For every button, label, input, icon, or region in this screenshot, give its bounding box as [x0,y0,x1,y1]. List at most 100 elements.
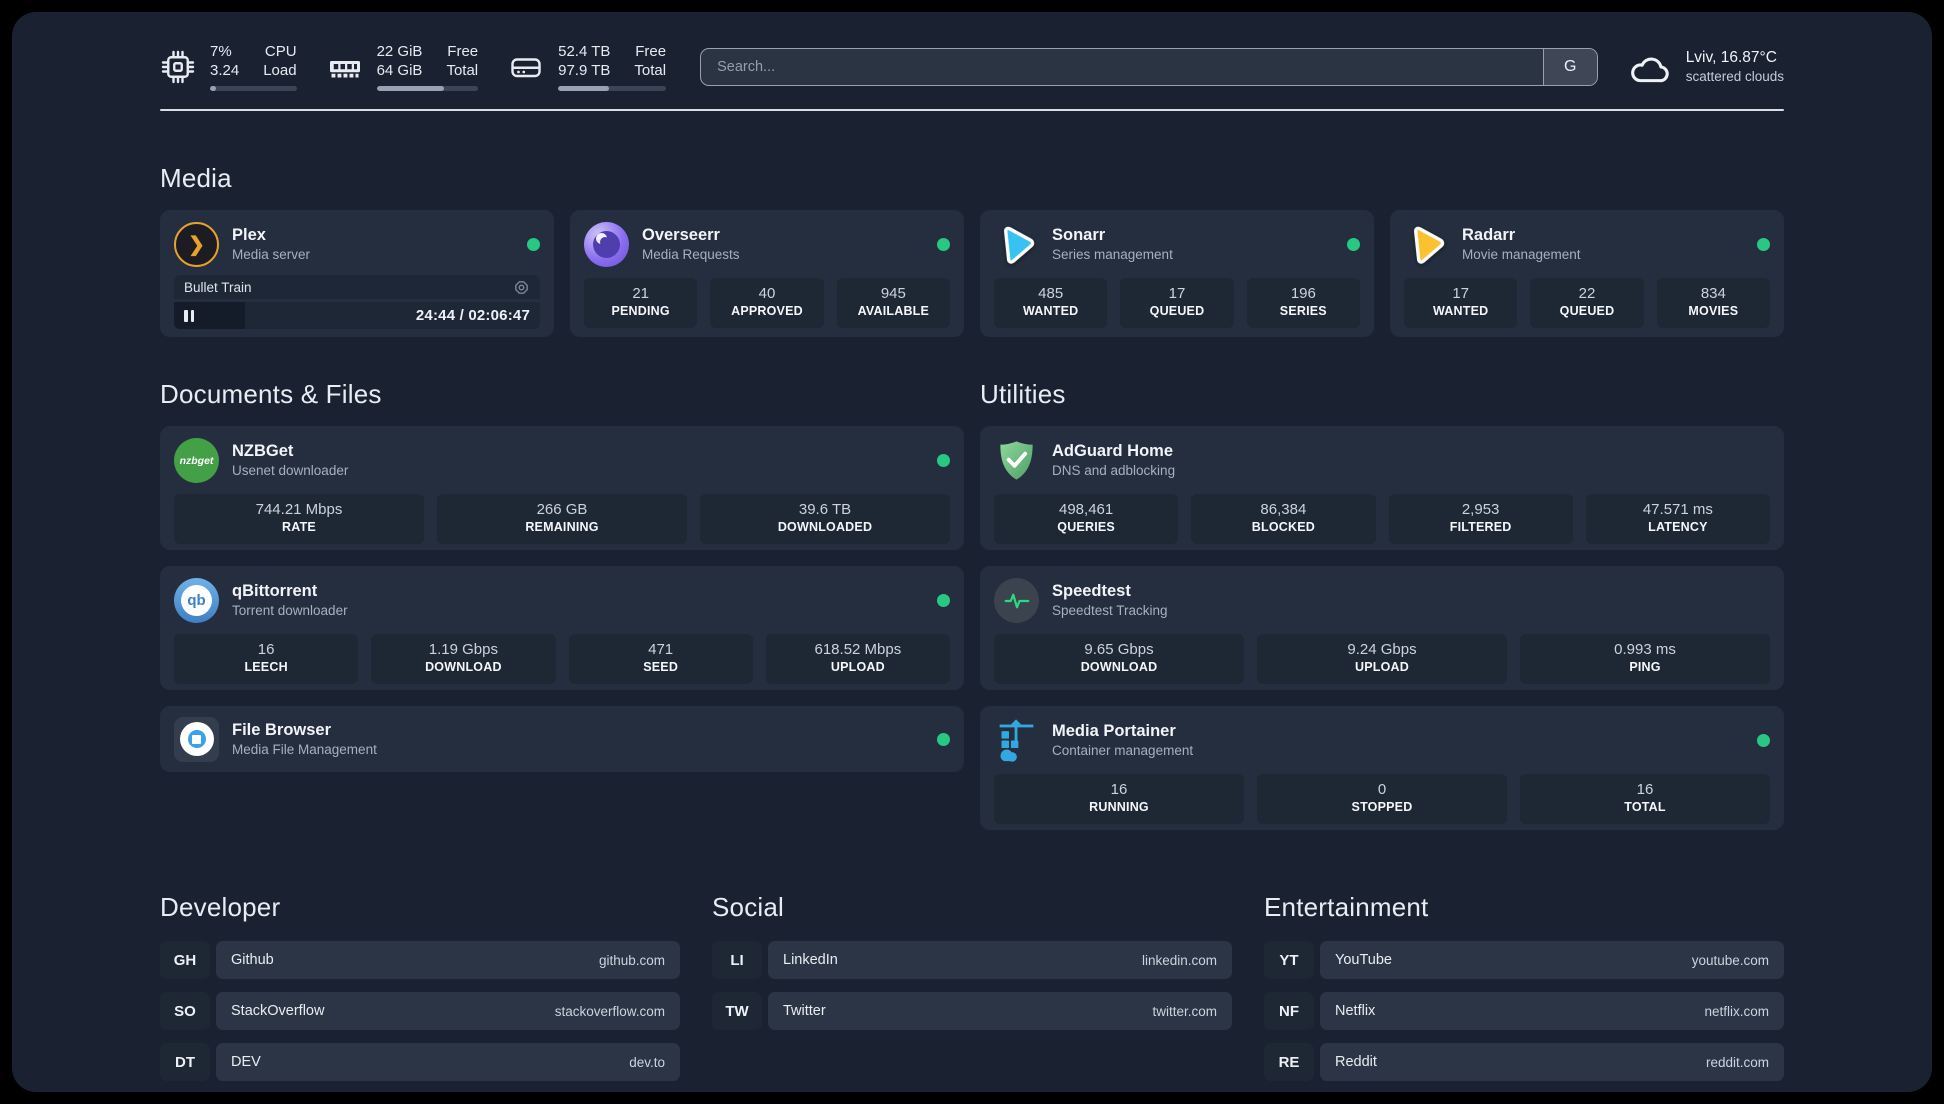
app-name: qBittorrent [232,582,318,600]
pause-icon[interactable] [184,309,194,322]
link-linkedin[interactable]: LI LinkedIn linkedin.com [712,941,1232,979]
weather-location: Lviv, 16.87°C [1685,48,1777,66]
cpu-load-value: 3.24 [210,62,240,79]
dev-abbr-icon: DT [160,1043,210,1081]
github-abbr-icon: GH [160,941,210,979]
stat-tile: 17 QUEUED [1120,278,1234,328]
stat-label: LATENCY [1648,520,1708,534]
storage-free-label: Free [635,43,667,60]
stat-tile: 618.52 Mbps UPLOAD [765,634,950,684]
memory-total-label: Total [446,62,479,79]
app-card-qbittorrent[interactable]: qb qBittorrent Torrent downloader 16 LEE… [160,566,964,690]
app-card-filebrowser[interactable]: File Browser Media File Management [160,706,964,772]
link-twitter[interactable]: TW Twitter twitter.com [712,992,1232,1030]
link-url: twitter.com [1152,1003,1217,1019]
stat-value: 16 [1636,781,1654,798]
link-name: DEV [231,1054,261,1070]
sonarr-icon [994,222,1039,267]
stat-tile: 0 STOPPED [1257,774,1507,824]
stat-label: DOWNLOADED [777,520,873,534]
plex-icon: ❯ [174,222,219,267]
stat-value: 17 [1168,285,1186,302]
link-url: stackoverflow.com [554,1003,665,1019]
section-title-social: Social [712,892,785,922]
app-name: Radarr [1462,226,1516,244]
search-input[interactable] [701,48,1543,85]
stat-value: 39.6 TB [798,501,852,518]
storage-values: 52.4 TB 97.9 TB [558,42,610,80]
section-title-developer: Developer [160,892,281,922]
memory-stat: 22 GiB 64 GiB Free Total [327,42,479,91]
plex-now-playing: Bullet Train 24:44 / 02:06:47 [174,275,540,329]
disk-icon [508,49,544,85]
storage-stat: 52.4 TB 97.9 TB Free Total [508,42,667,91]
stat-value: 86,384 [1260,501,1307,518]
weather-widget[interactable]: Lviv, 16.87°C scattered clouds [1628,47,1784,87]
app-card-nzbget[interactable]: nzbget NZBGet Usenet downloader 744.21 M… [160,426,964,550]
app-description: Container management [1052,743,1194,758]
playback-time: 24:44 / 02:06:47 [415,307,530,324]
stat-value: 744.21 Mbps [255,501,343,518]
app-description: Torrent downloader [232,603,348,618]
app-card-plex[interactable]: ❯ Plex Media server Bullet Train [160,210,554,337]
link-netflix[interactable]: NF Netflix netflix.com [1264,992,1784,1030]
link-youtube[interactable]: YT YouTube youtube.com [1264,941,1784,979]
section-title-entertainment: Entertainment [1264,892,1429,922]
app-card-portainer[interactable]: Media Portainer Container management 16 … [980,706,1784,830]
cpu-progress-bar [210,86,297,91]
stat-label: RATE [282,520,316,534]
app-description: Movie management [1462,247,1581,262]
weather-condition: scattered clouds [1685,68,1784,84]
stat-tile: 471 SEED [568,634,753,684]
section-title-documents: Documents & Files [160,379,382,409]
link-url: linkedin.com [1141,952,1217,968]
app-name: File Browser [232,720,332,739]
reddit-abbr-icon: RE [1264,1043,1314,1081]
stat-tile: 39.6 TB DOWNLOADED [700,494,950,544]
link-github[interactable]: GH Github github.com [160,941,680,979]
stat-label: QUERIES [1057,520,1115,534]
session-gear-icon[interactable] [513,279,530,296]
stat-label: PING [1629,660,1661,674]
media-grid: ❯ Plex Media server Bullet Train [160,210,1784,337]
stat-label: WANTED [1432,304,1489,318]
stat-label: REMAINING [525,520,599,534]
stat-value: 834 [1700,285,1726,302]
stat-label: MOVIES [1688,304,1739,318]
app-card-speedtest[interactable]: Speedtest Speedtest Tracking 9.65 Gbps D… [980,566,1784,690]
memory-values: 22 GiB 64 GiB [377,42,423,80]
app-card-sonarr[interactable]: Sonarr Series management 485 WANTED 17 Q… [980,210,1374,337]
search-engine-button[interactable]: G [1542,48,1597,85]
developer-section: Developer GH Github github.com SO StackO… [160,892,680,1081]
app-description: DNS and adblocking [1052,463,1176,478]
app-name: Speedtest [1052,582,1131,600]
stat-label: BLOCKED [1251,520,1315,534]
link-dev[interactable]: DT DEV dev.to [160,1043,680,1081]
app-card-adguard[interactable]: AdGuard Home DNS and adblocking 498,461 … [980,426,1784,550]
app-card-overseerr[interactable]: Overseerr Media Requests 21 PENDING 40 A… [570,210,964,337]
stat-tile: 47.571 ms LATENCY [1585,494,1770,544]
stat-tile: 945 AVAILABLE [836,278,950,328]
link-stackoverflow[interactable]: SO StackOverflow stackoverflow.com [160,992,680,1030]
radarr-icon [1404,222,1449,267]
link-url: youtube.com [1691,952,1769,968]
nzbget-icon: nzbget [174,438,219,483]
app-description: Usenet downloader [232,463,349,478]
speedtest-icon [994,578,1039,623]
app-card-radarr[interactable]: Radarr Movie management 17 WANTED 22 QUE… [1390,210,1784,337]
stat-value: 2,953 [1461,501,1500,518]
status-dot [937,238,950,251]
cpu-stat: 7% 3.24 CPU Load [160,42,297,91]
link-reddit[interactable]: RE Reddit reddit.com [1264,1043,1784,1081]
search-bar: G [700,47,1598,86]
stat-label: DOWNLOAD [1080,660,1158,674]
status-dot [1757,238,1770,251]
stat-value: 17 [1452,285,1469,302]
storage-labels: Free Total [634,42,666,80]
memory-free-label: Free [447,43,479,60]
section-title-utilities: Utilities [980,379,1066,409]
storage-progress-fill [558,86,609,91]
app-description: Speedtest Tracking [1052,603,1168,618]
stat-value: 471 [648,641,674,658]
stat-label: TOTAL [1624,800,1666,814]
